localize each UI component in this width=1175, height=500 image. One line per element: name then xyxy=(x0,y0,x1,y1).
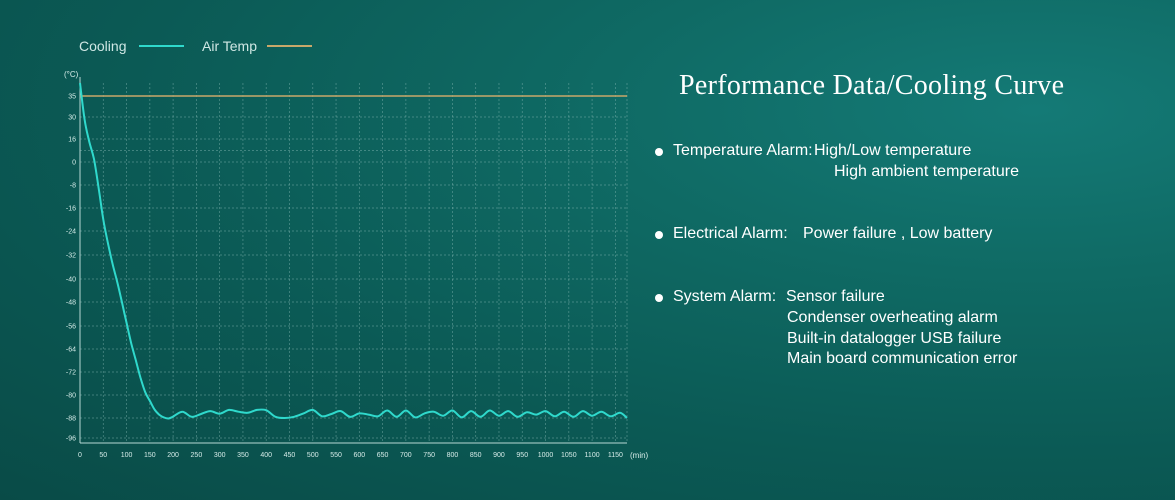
x-tick-label: 750 xyxy=(423,452,435,459)
x-tick-label: 1150 xyxy=(608,452,623,459)
x-tick-label: 250 xyxy=(191,452,203,459)
y-tick-label: -16 xyxy=(66,206,76,213)
x-tick-label: 600 xyxy=(353,452,365,459)
y-tick-label: -56 xyxy=(66,324,76,331)
temperature-alarm-line-1: High/Low temperature xyxy=(814,142,972,159)
x-tick-label: 900 xyxy=(493,452,505,459)
y-tick-label: -48 xyxy=(66,300,76,307)
y-tick-label: 0 xyxy=(72,160,76,167)
system-alarm-line-4: Main board communication error xyxy=(787,350,1018,367)
x-tick-label: 1050 xyxy=(561,452,577,459)
y-tick-label: -88 xyxy=(66,416,76,423)
y-tick-label: -40 xyxy=(66,277,76,284)
electrical-alarm-line-1: Power failure , Low battery xyxy=(803,225,993,242)
bullet-icon xyxy=(655,294,663,302)
y-tick-label: 16 xyxy=(68,137,76,144)
chart-series xyxy=(79,82,628,420)
x-tick-label: 950 xyxy=(516,452,528,459)
x-tick-label: 400 xyxy=(260,452,272,459)
x-tick-label: 550 xyxy=(330,452,342,459)
x-tick-label: 50 xyxy=(99,452,107,459)
x-tick-label: 650 xyxy=(377,452,389,459)
chart-tick-labels: 0 50 100 150 200 250 300 350 400 450 500 550 600 650 7… xyxy=(66,94,623,460)
chart-axes xyxy=(79,77,627,444)
y-tick-label: -8 xyxy=(70,183,76,190)
series-line-cooling xyxy=(79,82,628,420)
x-tick-label: 500 xyxy=(307,452,319,459)
legend-label-air-temp: Air Temp xyxy=(202,38,257,54)
x-tick-label: 1100 xyxy=(585,452,600,459)
x-tick-label: 450 xyxy=(284,452,296,459)
legend-label-cooling: Cooling xyxy=(79,38,126,54)
y-tick-label: -24 xyxy=(66,229,76,236)
y-tick-label: -72 xyxy=(66,370,76,377)
x-tick-label: 200 xyxy=(167,452,179,459)
x-tick-label: 300 xyxy=(214,452,226,459)
system-alarm-line-2: Condenser overheating alarm xyxy=(787,309,998,326)
y-tick-label: 35 xyxy=(68,94,76,101)
x-tick-label: 100 xyxy=(121,452,133,459)
y-tick-label: -96 xyxy=(66,436,76,443)
temperature-alarm-line-2: High ambient temperature xyxy=(834,163,1019,180)
system-alarm-line-1: Sensor failure xyxy=(786,288,885,305)
x-tick-label: 150 xyxy=(144,452,156,459)
y-tick-label: -32 xyxy=(66,253,76,260)
y-tick-label: -64 xyxy=(66,347,76,354)
y-axis-unit-label: (°C) xyxy=(64,70,79,79)
y-tick-label: -80 xyxy=(66,393,76,400)
bullet-icon xyxy=(655,231,663,239)
x-tick-label: 0 xyxy=(78,452,82,459)
bullet-icon xyxy=(655,148,663,156)
x-tick-label: 350 xyxy=(237,452,249,459)
system-alarm-label: System Alarm: xyxy=(673,288,777,305)
temperature-alarm-label: Temperature Alarm: xyxy=(673,142,813,159)
x-tick-label: 850 xyxy=(470,452,482,459)
chart-legend: Cooling Air Temp xyxy=(79,38,312,54)
x-axis-unit-label: (min) xyxy=(630,451,649,460)
system-alarm-line-3: Built-in datalogger USB failure xyxy=(787,329,1002,347)
x-tick-label: 800 xyxy=(447,452,459,459)
chart-grid xyxy=(80,83,628,443)
electrical-alarm-label: Electrical Alarm: xyxy=(673,225,788,242)
panel-title: Performance Data/Cooling Curve xyxy=(679,70,1065,101)
y-tick-label: 30 xyxy=(68,115,76,122)
x-tick-label: 1000 xyxy=(538,452,554,459)
x-tick-label: 700 xyxy=(400,452,412,459)
cooling-curve-chart: Cooling Air Temp (°C) (min) 0 50 100 150 200… xyxy=(64,38,649,460)
